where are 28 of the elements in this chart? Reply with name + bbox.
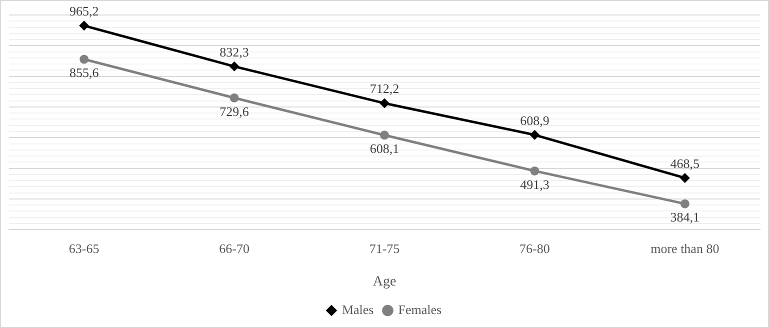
legend-label: Females [398, 302, 442, 317]
x-tick-label: 63-65 [68, 240, 100, 256]
x-tick-label: 71-75 [369, 240, 400, 256]
data-label: 384,1 [670, 210, 700, 225]
data-label: 491,3 [520, 176, 550, 192]
data-label: 965,2 [69, 4, 99, 19]
point [530, 130, 540, 140]
legend-label: Males [342, 302, 374, 317]
x-tick-label: 76-80 [520, 240, 550, 256]
x-axis-title: Age [372, 274, 396, 290]
data-label: 855,6 [69, 65, 100, 80]
point [80, 54, 89, 64]
point [680, 172, 690, 183]
data-label: 468,5 [670, 156, 700, 171]
point [680, 199, 690, 208]
data-label: 729,6 [220, 104, 250, 119]
point [380, 98, 390, 108]
data-label: 608,1 [370, 141, 400, 156]
point [230, 93, 239, 102]
point [79, 20, 90, 31]
x-tick-label: more than 80 [650, 240, 720, 256]
data-label: 832,3 [220, 44, 249, 60]
x-tick-label: 66-70 [219, 240, 250, 256]
point [380, 130, 389, 140]
point [530, 166, 540, 176]
point [229, 61, 240, 72]
data-label: 608,9 [520, 112, 550, 128]
data-label: 712,2 [370, 81, 400, 96]
